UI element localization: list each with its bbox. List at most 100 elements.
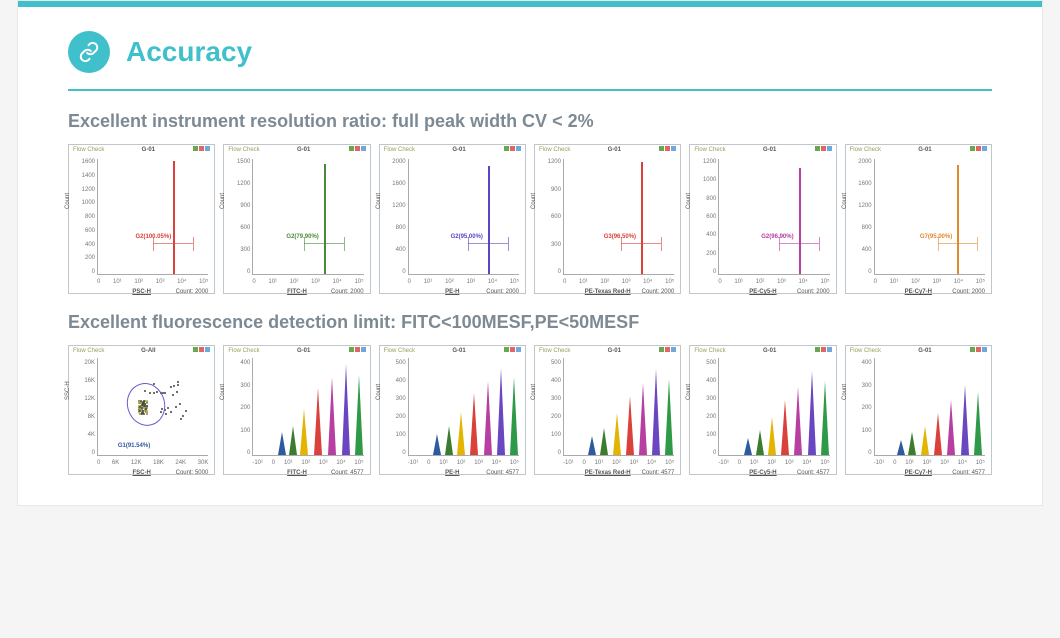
panel-code: G-01 <box>297 147 310 153</box>
count-label: Count: 2000 <box>486 289 519 295</box>
panel-window-icons <box>348 347 366 354</box>
y-axis-label: Count <box>376 193 382 209</box>
panel-window-icons <box>503 146 521 153</box>
panel-brand: Flow Check <box>73 348 104 354</box>
x-ticks: -10¹010¹10²10³10⁴10⁵ <box>874 460 985 466</box>
rainbow-peak <box>457 412 465 455</box>
plot-area: G7(95.00%) <box>874 159 985 275</box>
rainbow-peak <box>588 436 596 455</box>
x-ticks: -10¹010¹10²10³10⁴10⁵ <box>718 460 829 466</box>
rainbow-peak <box>947 400 955 455</box>
gate-ellipse <box>122 379 169 430</box>
y-ticks: 12009006003000 <box>539 159 561 275</box>
panel-header: Flow Check G-All <box>69 347 214 354</box>
y-axis-label: Count <box>686 384 692 400</box>
plot-area <box>718 358 829 456</box>
rainbow-peak <box>808 371 816 455</box>
y-ticks: 5004003002001000 <box>539 360 561 456</box>
panel-code: G-01 <box>142 147 155 153</box>
gate-cross-h <box>938 243 978 244</box>
gate-label: G2(79.90%) <box>286 234 318 240</box>
rainbow-peak <box>768 417 776 455</box>
peak-spike <box>173 161 175 274</box>
panel-code: G-01 <box>918 147 931 153</box>
peak-spike <box>488 166 490 274</box>
panel-header: Flow Check G-01 <box>224 347 369 354</box>
panel-code: G-01 <box>608 348 621 354</box>
rainbow-hist-panel: Flow Check G-01 Count 4003002001000 -10¹… <box>223 345 370 475</box>
rainbow-peak <box>470 393 478 455</box>
rainbow-peak <box>497 368 505 455</box>
rainbow-peak <box>639 383 647 455</box>
panel-code: G-01 <box>452 348 465 354</box>
y-axis-label: Count <box>531 384 537 400</box>
plot-area: G2(95.00%) <box>408 159 519 275</box>
panel-header: Flow Check G-01 <box>535 146 680 153</box>
rainbow-peak <box>445 426 453 455</box>
y-axis-label: Count <box>842 384 848 400</box>
y-ticks: 4003002001000 <box>228 360 250 456</box>
panel-window-icons <box>658 347 676 354</box>
panel-window-icons <box>192 146 210 153</box>
count-label: Count: 2000 <box>176 289 209 295</box>
panel-code: G-01 <box>763 147 776 153</box>
rainbow-peak <box>781 400 789 455</box>
panel-brand: Flow Check <box>384 348 415 354</box>
plot-area: G3(96.50%) <box>563 159 674 275</box>
rainbow-peak <box>756 430 764 455</box>
gate-label: G2(95.00%) <box>451 234 483 240</box>
rainbow-peak <box>300 409 308 455</box>
rainbow-peak <box>600 428 608 455</box>
panel-header: Flow Check G-01 <box>224 146 369 153</box>
panel-brand: Flow Check <box>694 348 725 354</box>
plot-area: G1(91.54%) <box>97 358 208 456</box>
y-axis-label: SSC-H <box>65 381 71 400</box>
panel-brand: Flow Check <box>228 147 259 153</box>
rainbow-peak <box>328 377 336 455</box>
page-title: Accuracy <box>126 36 252 68</box>
y-ticks: 5004003002001000 <box>694 360 716 456</box>
slide-container: Accuracy Excellent instrument resolution… <box>17 0 1043 506</box>
peak-spike <box>799 168 801 274</box>
y-ticks: 2000160012008004000 <box>384 159 406 275</box>
x-ticks: 010¹10²10³10⁴10⁵ <box>408 279 519 285</box>
peak-spike <box>641 162 643 274</box>
histogram-panel: Flow Check G-01 Count 150012009006003000… <box>223 144 370 294</box>
gate-label: G1(91.54%) <box>118 443 150 449</box>
rainbow-peak <box>897 440 905 455</box>
title-underline <box>68 89 992 91</box>
panel-header: Flow Check G-01 <box>690 347 835 354</box>
rainbow-peak <box>314 388 322 455</box>
panel-header: Flow Check G-01 <box>380 347 525 354</box>
panel-brand: Flow Check <box>228 348 259 354</box>
rainbow-peak <box>613 413 621 455</box>
panel-window-icons <box>969 146 987 153</box>
y-axis-label: Count <box>686 193 692 209</box>
panel-header: Flow Check G-01 <box>535 347 680 354</box>
y-axis-label: Count <box>842 193 848 209</box>
y-ticks: 4003002001000 <box>850 360 872 456</box>
panel-brand: Flow Check <box>694 147 725 153</box>
panel-code: G-01 <box>918 348 931 354</box>
panel-window-icons <box>658 146 676 153</box>
gate-cross-h <box>621 243 661 244</box>
rainbow-peak <box>510 377 518 455</box>
panel-window-icons <box>814 146 832 153</box>
plot-area <box>874 358 985 456</box>
x-ticks: -10¹010¹10²10³10⁴10⁵ <box>563 460 674 466</box>
panel-window-icons <box>814 347 832 354</box>
panel-brand: Flow Check <box>73 147 104 153</box>
rainbow-peak <box>794 387 802 455</box>
x-ticks: -10¹010¹10²10³10⁴10⁵ <box>408 460 519 466</box>
count-label: Count: 2000 <box>642 289 675 295</box>
panel-code: G-01 <box>297 348 310 354</box>
plot-area: G2(100.05%) <box>97 159 208 275</box>
y-axis-label: Count <box>65 193 71 209</box>
x-ticks: 010¹10²10³10⁴10⁵ <box>718 279 829 285</box>
rainbow-peak <box>342 364 350 455</box>
scatter-panel: Flow Check G-All SSC-H 20K16K12K8K4K0 G1… <box>68 345 215 475</box>
peak-spike <box>957 165 959 274</box>
y-ticks: 120010008006004002000 <box>694 159 716 275</box>
rainbow-peak <box>744 438 752 455</box>
rainbow-hist-panel: Flow Check G-01 Count 5004003002001000 -… <box>534 345 681 475</box>
